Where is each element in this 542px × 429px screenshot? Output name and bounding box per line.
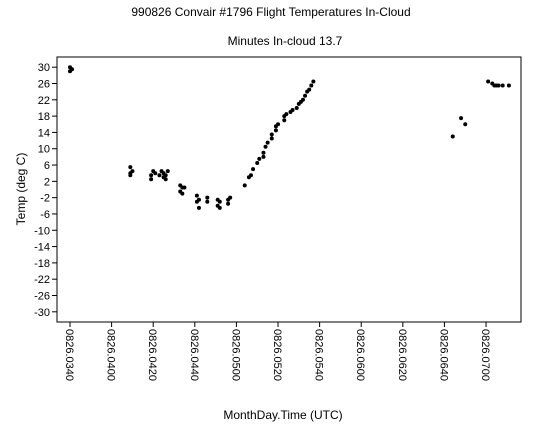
data-point [303,93,308,98]
data-point [228,195,233,200]
data-point [265,140,270,145]
y-tick-label: -6 [40,209,50,221]
data-point [182,185,187,190]
y-tick-label: 26 [38,79,50,91]
data-point [273,128,278,133]
data-point [269,136,274,141]
data-point [128,173,133,178]
y-tick-label: -2 [40,193,50,205]
data-point [307,87,312,92]
data-point [284,112,289,117]
data-point [163,173,168,178]
y-tick-label: -14 [34,242,50,254]
data-point [506,83,511,88]
data-point [486,79,491,84]
x-axis-label: MonthDay.Time (UTC) [223,408,342,422]
data-point [157,173,162,178]
x-tick-label: 0826.0520 [271,329,283,381]
y-tick-label: 30 [38,62,50,74]
y-tick-label: -18 [34,258,50,270]
data-point [300,97,305,102]
y-tick-label: -26 [34,291,50,303]
data-point [149,177,154,182]
x-tick-label: 0826.0620 [396,329,408,381]
data-point [248,173,253,178]
data-point [255,161,260,165]
y-axis-label: Temp (deg C) [14,153,28,226]
y-tick-label: -22 [34,274,50,286]
x-tick-label: 0826.0640 [437,329,449,381]
data-point [217,205,222,210]
x-tick-label: 0826.0340 [63,329,75,381]
data-point [194,193,199,198]
x-tick-label: 0826.0500 [229,329,241,381]
data-point [180,191,185,196]
data-point [251,167,256,172]
data-point [309,83,314,88]
data-point [311,79,316,84]
x-tick-label: 0826.0600 [354,329,366,381]
y-tick-label: -10 [34,225,50,237]
data-point [500,83,505,88]
data-point [450,134,455,139]
x-tick-label: 0826.0420 [146,329,158,381]
data-point [496,83,501,88]
data-point [282,118,287,123]
data-point [205,195,210,200]
data-point [153,171,158,176]
data-point [257,156,262,161]
data-point [261,150,266,155]
data-point [269,132,274,137]
data-point [226,201,231,206]
plot-frame [56,56,522,323]
y-tick-label: 14 [38,127,50,139]
data-point [217,199,222,204]
chart-title: 990826 Convair #1796 Flight Temperatures… [131,5,410,19]
data-point [463,122,468,127]
data-point [130,169,135,174]
data-point [165,169,170,174]
data-point [276,122,281,127]
x-tick-label: 0826.0700 [479,329,491,381]
data-point [196,205,201,210]
x-tick-label: 0826.0540 [313,329,325,381]
x-tick-label: 0826.0440 [188,329,200,381]
data-point [459,116,464,121]
data-point [205,199,210,204]
data-point [128,165,133,170]
data-points [68,65,511,210]
data-point [149,173,154,178]
data-point [290,108,295,112]
data-point [242,183,247,188]
data-point [163,177,168,182]
data-point [263,144,268,149]
x-tick-label: 0826.0400 [105,329,117,381]
y-tick-label: 10 [38,144,50,156]
x-axis: 0826.0340 0826.0400 0826.0420 0826.0440 0826… [63,322,491,381]
y-tick-label: 2 [44,176,50,188]
y-axis: 30 26 22 18 14 10 6 2 -2 -6 -10 -14 -18 -22 -26 -30 [34,62,57,319]
chart-subtitle: Minutes In-cloud 13.7 [228,34,343,48]
y-tick-label: 18 [38,111,50,123]
data-point [261,154,266,159]
data-point [294,105,299,110]
data-point [70,67,75,72]
y-tick-label: 22 [38,95,50,107]
y-tick-label: 6 [44,160,50,172]
y-tick-label: -30 [34,307,50,319]
data-point [196,197,201,202]
